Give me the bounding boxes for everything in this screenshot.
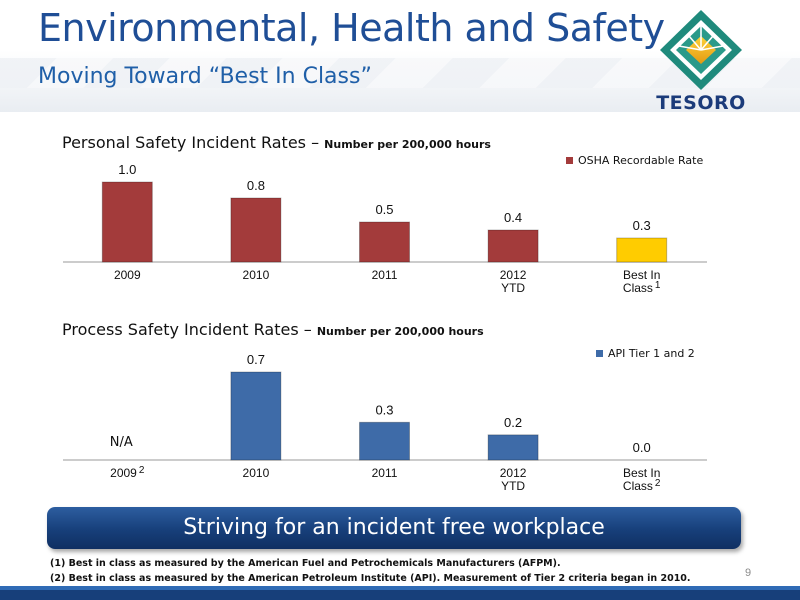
chart-2-title-text: Process Safety Incident Rates –	[62, 320, 317, 339]
footnote-1: (1) Best in class as measured by the Ame…	[50, 558, 561, 569]
bar	[487, 434, 539, 461]
bar	[487, 229, 539, 263]
tick-label: YTD	[501, 281, 525, 295]
tick-label: 2012	[500, 268, 527, 282]
footer-bar	[0, 590, 800, 600]
bar	[230, 371, 282, 461]
data-label: 0.0	[633, 440, 651, 455]
chart-1-title-text: Personal Safety Incident Rates –	[62, 133, 325, 152]
footer-stripe	[0, 586, 800, 590]
logo-text: TESORO	[656, 92, 746, 114]
bar	[359, 221, 410, 263]
motto-banner: Striving for an incident free workplace	[47, 507, 741, 549]
logo-diamond-icon	[660, 10, 742, 90]
chart-2-title: Process Safety Incident Rates – Number p…	[62, 320, 484, 339]
data-label: 1.0	[118, 162, 136, 177]
data-label: 0.3	[633, 218, 651, 233]
tick-label: Best In	[623, 268, 660, 282]
data-label: 0.3	[375, 402, 393, 417]
legend-swatch	[566, 157, 573, 164]
bar	[359, 421, 410, 461]
tick-label: 2011	[372, 268, 398, 282]
data-label: 0.8	[247, 178, 265, 193]
tick-label: Best In	[623, 466, 660, 480]
tick-label: 2009	[114, 268, 141, 282]
tick-label: 2010	[243, 466, 270, 480]
chart-2-title-units: Number per 200,000 hours	[316, 325, 484, 338]
bar	[230, 197, 282, 263]
legend-label: OSHA Recordable Rate	[578, 154, 703, 167]
tick-label: Class 1	[623, 280, 661, 295]
tick-label: Class 2	[623, 478, 661, 493]
chart-1-title: Personal Safety Incident Rates – Number …	[62, 133, 491, 152]
tesoro-logo: TESORO	[646, 6, 756, 122]
tick-label: 2012	[500, 466, 527, 480]
data-label: 0.4	[504, 210, 522, 225]
page-subtitle: Moving Toward “Best In Class”	[38, 64, 372, 89]
page-title: Environmental, Health and Safety	[38, 6, 665, 50]
tick-label: 2009 2	[110, 465, 145, 480]
data-label: 0.2	[504, 415, 522, 430]
data-label: 0.5	[375, 202, 393, 217]
tick-label: 2011	[372, 466, 398, 480]
data-label: N/A	[110, 435, 133, 450]
motto-banner-text: Striving for an incident free workplace	[183, 515, 605, 540]
tick-label: YTD	[501, 479, 525, 493]
data-label: 0.7	[247, 352, 265, 367]
header-stripe	[0, 58, 800, 88]
chart-1-title-units: Number per 200,000 hours	[324, 138, 491, 151]
bar	[616, 237, 668, 263]
bar	[101, 181, 153, 263]
tick-label: 2010	[243, 268, 270, 282]
legend-label: API Tier 1 and 2	[608, 347, 695, 360]
legend-swatch	[596, 350, 603, 357]
footnote-2: (2) Best in class as measured by the Ame…	[50, 573, 691, 584]
page-number: 9	[745, 567, 752, 579]
